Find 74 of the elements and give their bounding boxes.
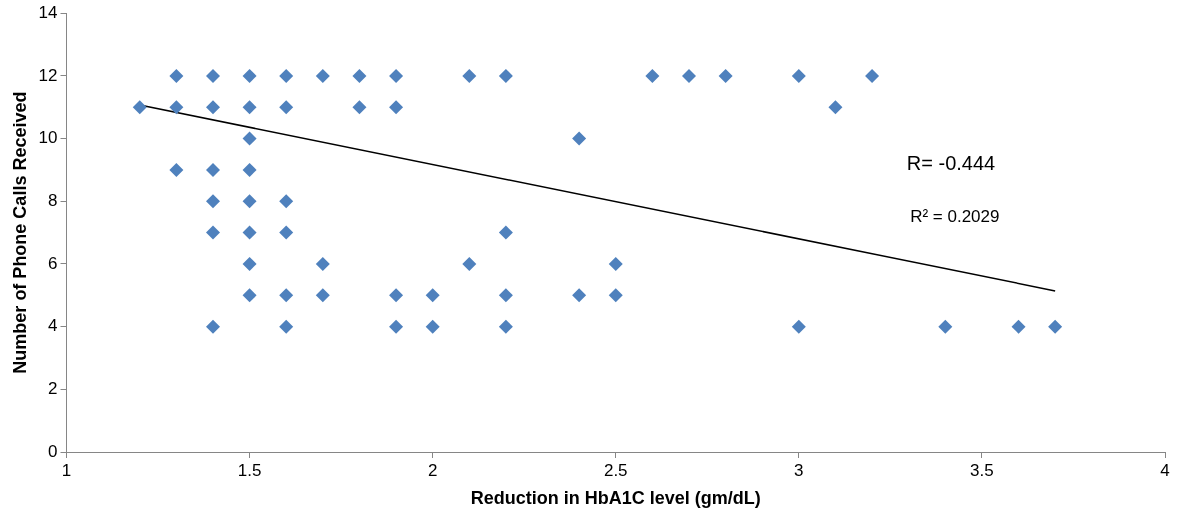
y-tick-label: 4 [48, 316, 58, 336]
point [205, 225, 220, 240]
point [242, 100, 257, 115]
point [315, 288, 330, 303]
point [938, 319, 953, 334]
point [169, 100, 184, 115]
point [389, 100, 404, 115]
point [279, 68, 294, 83]
point [279, 100, 294, 115]
x-axis-title: Reduction in HbA1C level (gm/dL) [470, 488, 761, 509]
point [389, 68, 404, 83]
point [718, 68, 733, 83]
point [315, 68, 330, 83]
y-axis-title: Number of Phone Calls Received [9, 91, 30, 374]
x-tick-label: 3 [794, 460, 804, 480]
y-tick-label: 12 [38, 65, 58, 85]
point [389, 319, 404, 334]
point [462, 256, 477, 271]
point [352, 100, 367, 115]
point [389, 288, 404, 303]
point [242, 225, 257, 240]
point [425, 288, 440, 303]
point [498, 319, 513, 334]
point [205, 319, 220, 334]
point [169, 68, 184, 83]
point [315, 256, 330, 271]
point [608, 256, 623, 271]
point [645, 68, 660, 83]
x-tick-label: 1 [61, 460, 72, 480]
point [205, 100, 220, 115]
point [205, 194, 220, 209]
point [1048, 319, 1063, 334]
point [242, 256, 257, 271]
point [425, 319, 440, 334]
point [279, 288, 294, 303]
annotation: R² = 0.2029 [910, 206, 1000, 226]
point [865, 68, 880, 83]
point [242, 194, 257, 209]
x-tick-label: 2.5 [603, 460, 628, 480]
point [572, 288, 587, 303]
point [242, 68, 257, 83]
x-tick-label: 4 [1160, 460, 1170, 480]
point [279, 225, 294, 240]
point [498, 225, 513, 240]
point [681, 68, 696, 83]
y-tick-label: 6 [48, 253, 58, 273]
x-tick-label: 2 [427, 460, 438, 480]
point [169, 162, 184, 177]
annotation: R= -0.444 [906, 152, 996, 175]
point [242, 288, 257, 303]
point [498, 288, 513, 303]
point [242, 162, 257, 177]
point [279, 319, 294, 334]
point [205, 68, 220, 83]
point [242, 131, 257, 146]
point [498, 68, 513, 83]
point [1011, 319, 1026, 334]
y-tick-label: 0 [48, 441, 58, 461]
point [791, 319, 806, 334]
x-tick-label: 3.5 [970, 460, 994, 480]
point [205, 162, 220, 177]
y-tick-label: 14 [38, 2, 58, 22]
point [462, 68, 477, 83]
point [608, 288, 623, 303]
point [279, 194, 294, 209]
point [132, 100, 147, 115]
x-tick-label: 1.5 [237, 460, 262, 480]
y-tick-label: 2 [48, 379, 58, 398]
point [791, 68, 806, 83]
point [572, 131, 587, 146]
point [352, 68, 367, 83]
y-tick-label: 10 [38, 128, 58, 148]
point [828, 100, 843, 115]
y-tick-label: 8 [48, 190, 58, 210]
